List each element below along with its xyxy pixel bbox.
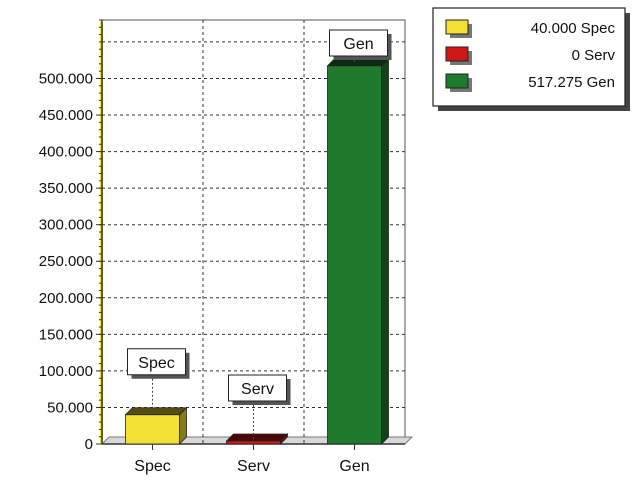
bar-top-spec bbox=[124, 407, 188, 416]
data-label-serv: Serv bbox=[241, 381, 274, 398]
bar-side-gen bbox=[381, 57, 389, 445]
y-tick-label: 50.000 bbox=[47, 399, 93, 416]
x-tick-label-gen: Gen bbox=[339, 458, 369, 475]
x-tick-label-spec: Spec bbox=[134, 458, 170, 475]
y-tick-label: 450.000 bbox=[39, 107, 93, 124]
x-tick-label-serv: Serv bbox=[237, 458, 270, 475]
legend-label-spec: 40.000 Spec bbox=[531, 20, 616, 37]
data-label-gen: Gen bbox=[343, 36, 373, 53]
y-tick-label: 100.000 bbox=[39, 363, 93, 380]
legend-swatch-spec bbox=[445, 19, 469, 35]
legend-label-serv: 0 Serv bbox=[572, 47, 616, 64]
plot-area: 0 50.000 100.000 150.000 200.000 250.000 300.0… bbox=[39, 19, 414, 475]
bar-top-serv bbox=[225, 433, 289, 442]
bar-serv bbox=[226, 440, 281, 445]
y-tick-label: 150.000 bbox=[39, 326, 93, 343]
data-label-box bbox=[228, 374, 287, 402]
y-tick-label: 350.000 bbox=[39, 180, 93, 197]
bar-gen bbox=[327, 65, 382, 445]
data-label-box bbox=[329, 29, 388, 57]
legend: 40.000 Spec 0 Serv 517.275 Gen bbox=[432, 7, 630, 111]
legend-swatch-serv bbox=[445, 46, 469, 62]
legend-label-gen: 517.275 Gen bbox=[528, 74, 615, 91]
y-tick-label: 400.000 bbox=[39, 144, 93, 161]
y-tick-label: 250.000 bbox=[39, 253, 93, 270]
y-tick-label: 200.000 bbox=[39, 290, 93, 307]
data-label-box bbox=[127, 348, 186, 376]
y-tick-label: 500.000 bbox=[39, 70, 93, 87]
data-label-spec: Spec bbox=[138, 355, 174, 372]
y-tick-label: 0 bbox=[85, 436, 93, 453]
y-tick-label: 300.000 bbox=[39, 217, 93, 234]
bar-spec bbox=[125, 414, 180, 445]
legend-swatch-gen bbox=[445, 73, 469, 89]
